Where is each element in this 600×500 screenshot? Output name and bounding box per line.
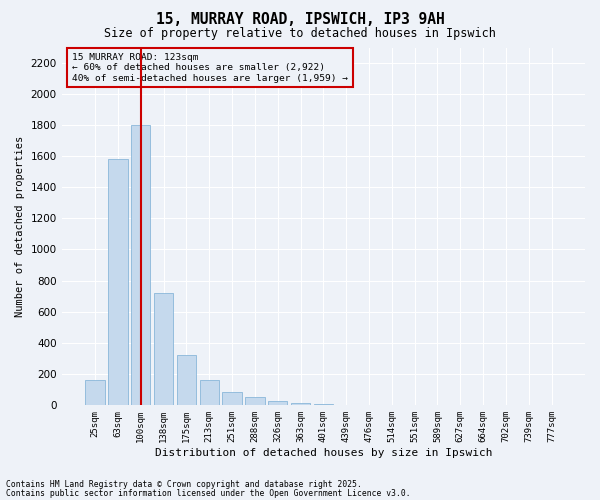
X-axis label: Distribution of detached houses by size in Ipswich: Distribution of detached houses by size … xyxy=(155,448,492,458)
Text: 15, MURRAY ROAD, IPSWICH, IP3 9AH: 15, MURRAY ROAD, IPSWICH, IP3 9AH xyxy=(155,12,445,28)
Bar xyxy=(291,402,310,405)
Text: Size of property relative to detached houses in Ipswich: Size of property relative to detached ho… xyxy=(104,28,496,40)
Bar xyxy=(314,404,333,405)
Bar xyxy=(245,397,265,405)
Bar xyxy=(85,380,105,405)
Bar xyxy=(177,355,196,405)
Text: Contains public sector information licensed under the Open Government Licence v3: Contains public sector information licen… xyxy=(6,488,410,498)
Bar xyxy=(154,293,173,405)
Text: Contains HM Land Registry data © Crown copyright and database right 2025.: Contains HM Land Registry data © Crown c… xyxy=(6,480,362,489)
Text: 15 MURRAY ROAD: 123sqm
← 60% of detached houses are smaller (2,922)
40% of semi-: 15 MURRAY ROAD: 123sqm ← 60% of detached… xyxy=(72,53,348,82)
Bar xyxy=(268,401,287,405)
Bar xyxy=(200,380,219,405)
Y-axis label: Number of detached properties: Number of detached properties xyxy=(15,136,25,317)
Bar xyxy=(108,160,128,405)
Bar xyxy=(131,125,151,405)
Bar xyxy=(223,392,242,405)
